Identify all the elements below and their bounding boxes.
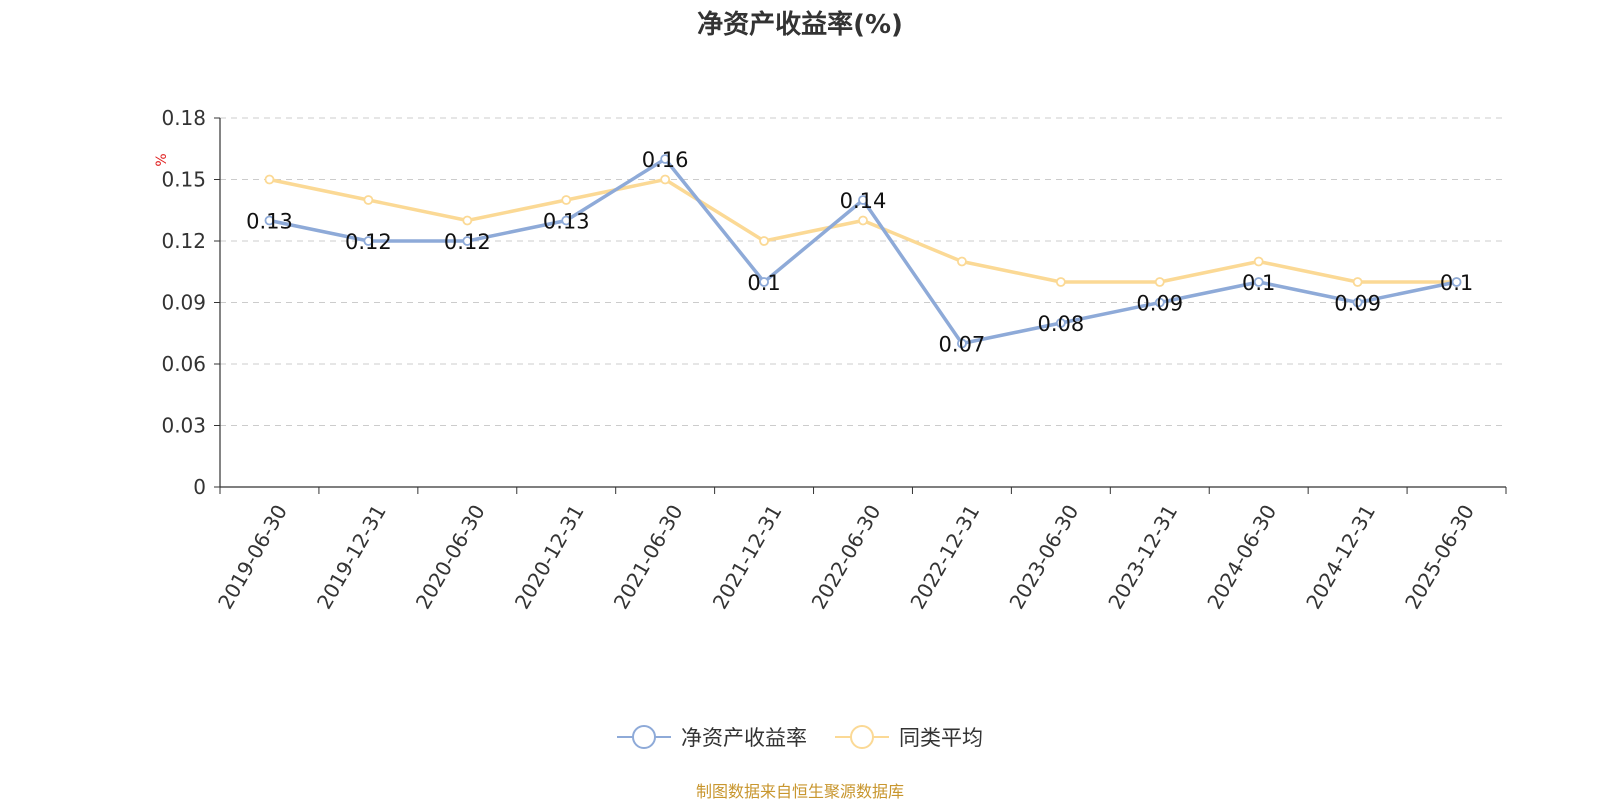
data-label: 0.1 xyxy=(747,271,780,295)
data-point-1 xyxy=(462,215,473,226)
data-label: 0.09 xyxy=(1136,292,1183,316)
data-label: 0.14 xyxy=(840,189,887,213)
y-tick-label: 0.18 xyxy=(161,106,206,130)
data-point-1 xyxy=(264,174,275,185)
data-point-1 xyxy=(1154,277,1165,287)
data-point-0 xyxy=(1055,318,1066,328)
y-tick-label: 0.12 xyxy=(161,229,206,253)
x-tick-label: 2023-12-31 xyxy=(1103,501,1182,614)
x-tick-label: 2024-06-30 xyxy=(1202,501,1281,614)
x-tick-label: 2023-06-30 xyxy=(1004,501,1083,614)
data-point-0 xyxy=(957,338,967,349)
data-label: 0.12 xyxy=(345,230,392,254)
data-label: 0.13 xyxy=(246,210,293,234)
data-point-1 xyxy=(363,195,374,205)
data-label: 0.1 xyxy=(1440,271,1473,295)
data-point-0 xyxy=(1451,277,1462,287)
legend-label: 同类平均 xyxy=(899,726,983,750)
legend-label: 净资产收益率 xyxy=(681,726,807,750)
y-tick-label: 0.15 xyxy=(161,168,206,192)
data-point-1 xyxy=(561,195,572,205)
legend-marker-icon xyxy=(835,725,889,749)
data-point-0 xyxy=(561,215,572,226)
source-note: 制图数据来自恒生聚源数据库 xyxy=(695,782,904,801)
data-point-0 xyxy=(858,195,868,205)
data-label: 0.1 xyxy=(1242,271,1275,295)
data-label: 0.08 xyxy=(1037,312,1084,336)
chart-title: 净资产收益率(%) xyxy=(697,10,903,40)
x-tick-label: 2022-12-31 xyxy=(905,501,984,614)
data-point-0 xyxy=(759,277,769,287)
data-point-1 xyxy=(1352,277,1363,287)
data-label: 0.12 xyxy=(444,230,491,254)
axes: 0 0.03 0.06 0.09 0.12 0.15 0.18 2019-06-30 2019-… xyxy=(161,106,1507,614)
x-tick-label: 2022-06-30 xyxy=(807,501,886,614)
x-tick-label: 2019-06-30 xyxy=(213,501,292,614)
data-point-1 xyxy=(858,215,868,226)
x-tick-label: 2019-12-31 xyxy=(312,501,391,614)
data-point-1 xyxy=(660,174,671,185)
data-point-1 xyxy=(1253,256,1264,267)
data-point-0 xyxy=(1253,277,1264,287)
data-point-0 xyxy=(363,236,374,246)
legend-marker-icon xyxy=(617,725,671,749)
data-point-0 xyxy=(1154,297,1165,308)
data-point-1 xyxy=(957,256,967,267)
data-label: 0.16 xyxy=(642,148,689,172)
data-label: 0.07 xyxy=(939,333,986,357)
data-point-0 xyxy=(462,236,473,246)
legend-item-series-1[interactable]: 同类平均 xyxy=(835,722,983,752)
y-tick-label: 0.03 xyxy=(161,414,206,438)
data-point-1 xyxy=(759,236,769,246)
data-label: 0.13 xyxy=(543,210,590,234)
data-labels: 0.13 0.12 0.12 0.13 0.16 0.1 0.14 0.07 0.08 0.09 0… xyxy=(246,148,1473,357)
data-point-0 xyxy=(1352,297,1363,308)
x-tick-label: 2021-12-31 xyxy=(708,501,787,614)
y-tick-label: 0.06 xyxy=(161,352,206,376)
legend: 净资产收益率 同类平均 xyxy=(0,722,1600,752)
data-point-0 xyxy=(264,215,275,226)
legend-item-series-0[interactable]: 净资产收益率 xyxy=(617,722,807,752)
y-tick-label: 0.09 xyxy=(161,291,206,315)
x-tick-label: 2024-12-31 xyxy=(1301,501,1380,614)
series-lines xyxy=(264,154,1462,349)
data-label: 0.09 xyxy=(1334,292,1381,316)
x-tick-label: 2020-06-30 xyxy=(411,501,490,614)
x-tick-label: 2020-12-31 xyxy=(510,501,589,614)
y-tick-label: 0 xyxy=(193,475,206,499)
data-point-0 xyxy=(660,154,671,164)
y-axis-label: % xyxy=(154,153,170,166)
data-point-1 xyxy=(1055,277,1066,287)
x-tick-label: 2021-06-30 xyxy=(609,501,688,614)
x-tick-label: 2025-06-30 xyxy=(1400,501,1479,614)
